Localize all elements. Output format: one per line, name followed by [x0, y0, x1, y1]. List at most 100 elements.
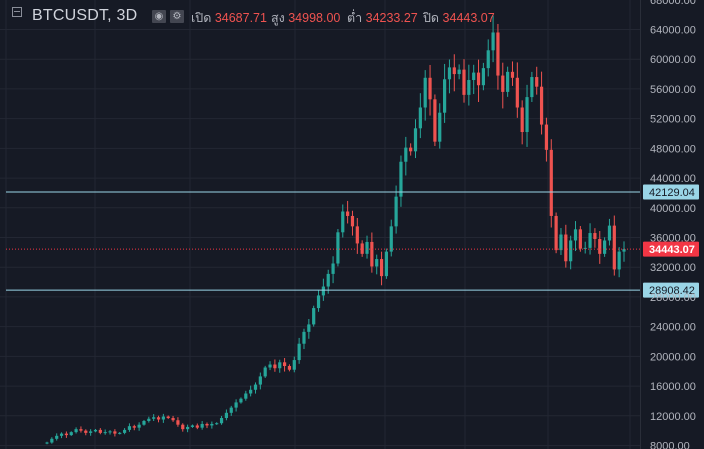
candle-body — [292, 360, 296, 370]
candle-body — [462, 69, 466, 95]
candle-body — [341, 211, 345, 233]
candle-body — [229, 407, 233, 413]
candle-body — [612, 225, 616, 270]
price-tick-label: 12000.00 — [650, 411, 696, 423]
candle — [64, 431, 68, 438]
candle-body — [171, 418, 175, 421]
candle-body — [554, 215, 558, 251]
price-tick-label: 60000.00 — [650, 54, 696, 66]
candle — [215, 422, 219, 425]
candle — [476, 59, 481, 103]
candle-body — [263, 367, 267, 377]
candle — [79, 426, 83, 433]
candle — [74, 427, 78, 434]
candle — [622, 241, 626, 262]
candle-body — [535, 77, 539, 87]
candle — [506, 66, 510, 97]
candle-body — [423, 77, 427, 108]
candle — [312, 305, 316, 327]
price-tick-label: 36000.00 — [650, 233, 696, 245]
candle — [598, 231, 602, 264]
candle — [142, 419, 146, 426]
candle — [447, 59, 452, 94]
candle-body — [50, 438, 54, 443]
candle-body — [64, 433, 68, 436]
candle — [282, 358, 287, 372]
candle — [554, 212, 558, 254]
candle-body — [569, 240, 573, 262]
candle — [394, 185, 398, 234]
candle-body — [190, 425, 195, 427]
candle-body — [258, 376, 262, 385]
candle-body — [122, 429, 127, 433]
candle-body — [578, 229, 582, 249]
price-tick-label: 64000.00 — [650, 25, 696, 37]
candle-body — [93, 429, 98, 432]
candle-body — [467, 80, 471, 95]
candle-body — [137, 424, 141, 428]
collapse-icon[interactable] — [12, 7, 22, 17]
candle — [544, 117, 549, 162]
price-tick-label: 44000.00 — [650, 173, 696, 185]
level-price-label: 28908.42 — [649, 285, 695, 297]
price-tick-label: 28000.00 — [650, 292, 696, 304]
candle-body — [365, 241, 369, 254]
candle — [166, 415, 170, 420]
candle — [258, 372, 262, 390]
candle — [292, 356, 296, 373]
candle — [418, 93, 422, 139]
candle — [59, 432, 64, 439]
candle — [423, 70, 427, 121]
candle-body — [118, 432, 122, 434]
candle — [569, 235, 573, 270]
candle-body — [166, 416, 170, 419]
candle — [409, 143, 413, 156]
candle — [98, 428, 102, 435]
candle — [239, 397, 243, 404]
candle — [229, 405, 233, 416]
candle-body — [302, 331, 306, 344]
candle-body — [481, 68, 485, 86]
candle — [176, 417, 180, 427]
candle-body — [598, 238, 602, 254]
candle-body — [603, 240, 607, 254]
candle-body — [45, 442, 49, 444]
candle-body — [108, 431, 112, 433]
ohlc-close: ปิด 34443.07 — [423, 11, 495, 25]
candle — [535, 66, 539, 95]
candle — [389, 219, 393, 257]
candle — [268, 361, 272, 371]
candle-body — [152, 417, 156, 419]
candle-body — [127, 426, 132, 430]
candle-body — [409, 147, 413, 152]
candle — [273, 359, 277, 372]
candle — [428, 64, 432, 116]
candle-body — [219, 418, 224, 424]
candle-body — [224, 412, 229, 419]
candle-body — [501, 75, 505, 92]
candle — [93, 428, 98, 433]
eye-icon[interactable]: ◉ — [152, 10, 166, 23]
candle-body — [520, 107, 524, 133]
candle — [137, 422, 141, 431]
candle — [617, 247, 621, 278]
candle — [588, 223, 592, 255]
candle — [297, 337, 301, 364]
candle-body — [472, 72, 476, 81]
candle-body — [59, 433, 64, 436]
candle — [564, 224, 568, 268]
candle — [263, 365, 267, 378]
gear-icon[interactable]: ⚙ — [170, 10, 184, 23]
candle-body — [491, 32, 495, 51]
candle-body — [147, 418, 151, 421]
candle — [365, 235, 369, 259]
candle — [331, 256, 335, 284]
candle-body — [355, 226, 359, 244]
candle-body — [268, 364, 272, 368]
symbol-title[interactable]: BTCUSDT, 3D — [32, 7, 138, 24]
candle — [122, 428, 127, 435]
candle — [501, 62, 505, 109]
candle-body — [55, 435, 59, 439]
candle-body — [181, 424, 185, 430]
